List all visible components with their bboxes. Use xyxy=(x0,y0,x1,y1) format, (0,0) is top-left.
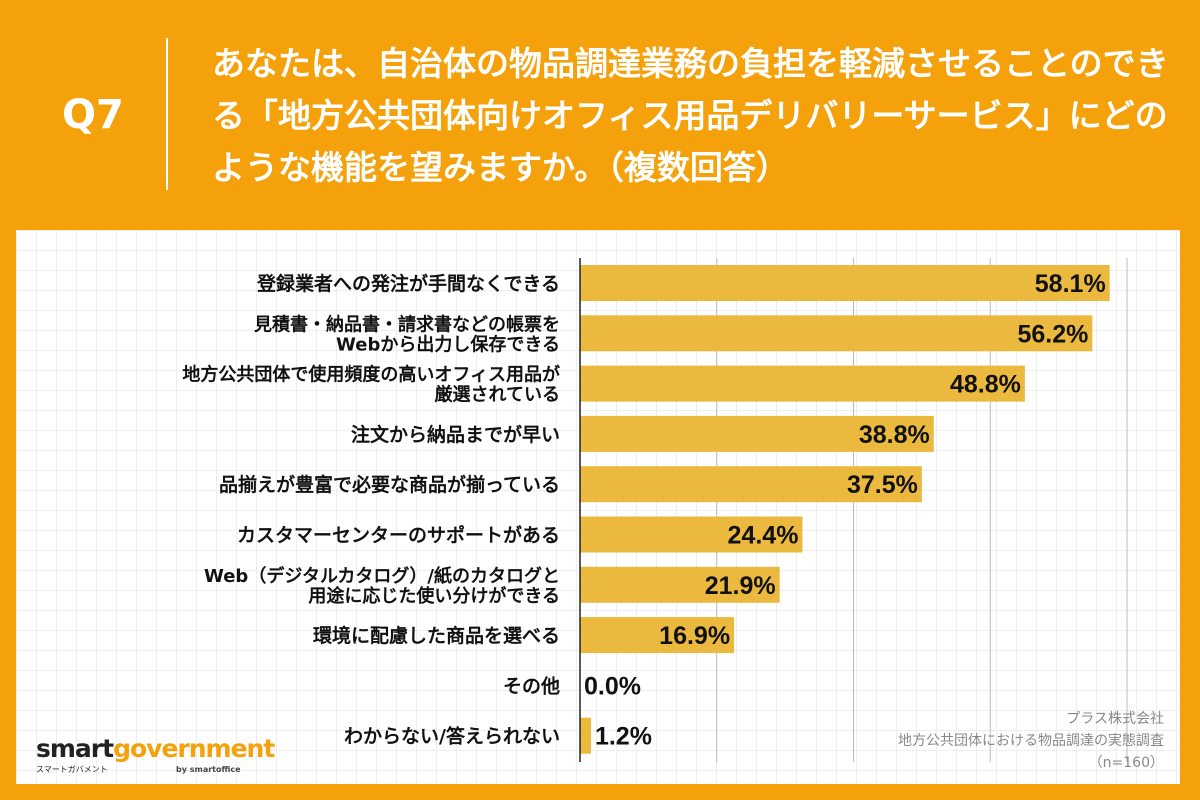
logo-wordmark: smartgovernment xyxy=(36,734,275,766)
source-survey: 地方公共団体における物品調達の実態調査 xyxy=(898,733,1164,749)
value-label: 38.8% xyxy=(859,421,930,449)
value-label: 21.9% xyxy=(705,572,776,600)
category-label: 環境に配慮した商品を選べる xyxy=(313,624,560,647)
category-label: 地方公共団体で使用頻度の高いオフィス用品が xyxy=(182,364,560,386)
category-label: 見積書・納品書・請求書などの帳票を xyxy=(253,313,560,335)
category-label: わからない/答えられない xyxy=(344,725,560,748)
logo-by: by smartoffice xyxy=(176,765,241,774)
question-text: あなたは、自治体の物品調達業務の負担を軽減させることのできる「地方公共団体向けオ… xyxy=(212,44,1169,187)
category-label: カスタマーセンターのサポートがある xyxy=(237,524,560,547)
value-label: 0.0% xyxy=(584,672,641,700)
value-label: 58.1% xyxy=(1035,270,1106,298)
category-label: その他 xyxy=(503,674,560,697)
value-label: 16.9% xyxy=(659,622,730,650)
logo-text-smart: smart xyxy=(36,734,114,763)
question-number: Q7 xyxy=(62,92,124,138)
value-label: 37.5% xyxy=(847,471,918,499)
bar xyxy=(580,365,1025,402)
value-label: 24.4% xyxy=(728,522,799,550)
logo-kana: スマートガバメント xyxy=(36,765,108,774)
bar xyxy=(580,315,1093,352)
bar xyxy=(580,516,803,553)
category-label: Webから出力し保存できる xyxy=(336,333,560,355)
bar xyxy=(580,415,934,452)
smartgovernment-logo: smartgovernment スマートガバメント by smartoffice xyxy=(36,735,276,779)
source-company: プラス株式会社 xyxy=(1066,711,1164,727)
category-label: 注文から納品までが早い xyxy=(351,423,560,446)
sample-size: （n=160） xyxy=(1088,755,1164,771)
bar xyxy=(580,717,591,754)
category-label: 品揃えが豊富で必要な商品が揃っている xyxy=(219,473,560,496)
value-label: 48.8% xyxy=(950,371,1021,399)
bar xyxy=(580,617,735,654)
value-label: 1.2% xyxy=(595,723,652,751)
category-label: 用途に応じた使い分けができる xyxy=(308,585,560,607)
logo-text-government: government xyxy=(113,734,275,763)
category-label: Web（デジタルカタログ）/紙のカタログと xyxy=(204,565,560,587)
bar xyxy=(580,566,780,603)
bar xyxy=(580,265,1110,301)
divider xyxy=(166,38,168,190)
source-note: プラス株式会社 地方公共団体における物品調達の実態調査 （n=160） xyxy=(898,708,1164,774)
bar xyxy=(580,466,922,503)
category-label: 厳選されている xyxy=(435,384,560,406)
category-label: 登録業者への発注が手間なくできる xyxy=(256,272,560,295)
value-label: 56.2% xyxy=(1017,320,1088,348)
